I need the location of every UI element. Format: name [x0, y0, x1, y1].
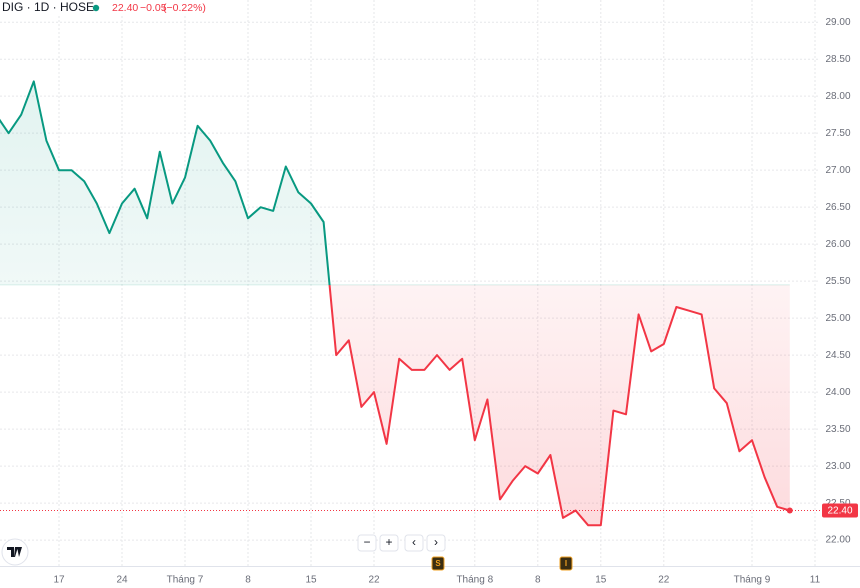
- last-point: [786, 507, 793, 514]
- control-button[interactable]: [426, 534, 446, 552]
- y-tick-label: 24.00: [825, 387, 850, 398]
- y-tick-label: 24.50: [825, 350, 850, 361]
- x-tick-label: 8: [245, 575, 251, 586]
- event-label: S: [435, 559, 441, 568]
- x-tick-label: 22: [368, 575, 380, 586]
- control-button[interactable]: [404, 534, 424, 552]
- control-label: ›: [434, 535, 438, 549]
- change-pct: (−0.22%): [163, 2, 206, 14]
- y-tick-label: 27.50: [825, 128, 850, 139]
- control-label: +: [385, 535, 392, 549]
- y-tick-label: 26.50: [825, 202, 850, 213]
- price-line: [0, 80, 791, 527]
- y-tick-label: 22.00: [825, 535, 850, 546]
- y-tick-label: 26.00: [825, 239, 850, 250]
- change: −0.05: [140, 2, 167, 14]
- control-label: ‹: [412, 535, 416, 549]
- event-label: I: [565, 559, 567, 568]
- baseline-area: [0, 81, 790, 526]
- y-tick-label: 27.00: [825, 165, 850, 176]
- price: 22.40: [112, 2, 138, 14]
- last-price-label: 22.40: [827, 506, 852, 517]
- y-tick-label: 23.50: [825, 424, 850, 435]
- x-tick-label: Tháng 9: [734, 575, 771, 586]
- x-tick-label: 8: [535, 575, 541, 586]
- event-marker[interactable]: [431, 556, 445, 571]
- x-tick-label: 15: [305, 575, 317, 586]
- header-bg: [0, 0, 205, 16]
- x-tick-label: 24: [116, 575, 128, 586]
- x-tick-label: Tháng 7: [167, 575, 204, 586]
- symbol-title: DIG · 1D · HOSE: [2, 0, 94, 14]
- tv-logo[interactable]: [1, 538, 29, 566]
- logo-mark: [7, 547, 22, 557]
- x-tick-label: 11: [810, 575, 821, 586]
- y-tick-label: 22.50: [825, 498, 850, 509]
- control-label: −: [363, 535, 370, 549]
- y-tick-label: 25.00: [825, 313, 850, 324]
- status-dot: [92, 4, 100, 12]
- x-tick-label: 22: [658, 575, 670, 586]
- control-button[interactable]: [357, 534, 377, 552]
- x-tick-label: 15: [595, 575, 607, 586]
- x-tick-label: 17: [53, 575, 65, 586]
- y-tick-label: 28.00: [825, 91, 850, 102]
- x-tick-label: Tháng 8: [456, 575, 493, 586]
- y-tick-label: 28.50: [825, 54, 850, 65]
- control-button[interactable]: [379, 534, 399, 552]
- y-tick-label: 23.00: [825, 461, 850, 472]
- y-tick-label: 29.00: [825, 17, 850, 28]
- y-tick-label: 25.50: [825, 276, 850, 287]
- event-marker[interactable]: [559, 556, 573, 571]
- last-price-tag: [822, 503, 858, 518]
